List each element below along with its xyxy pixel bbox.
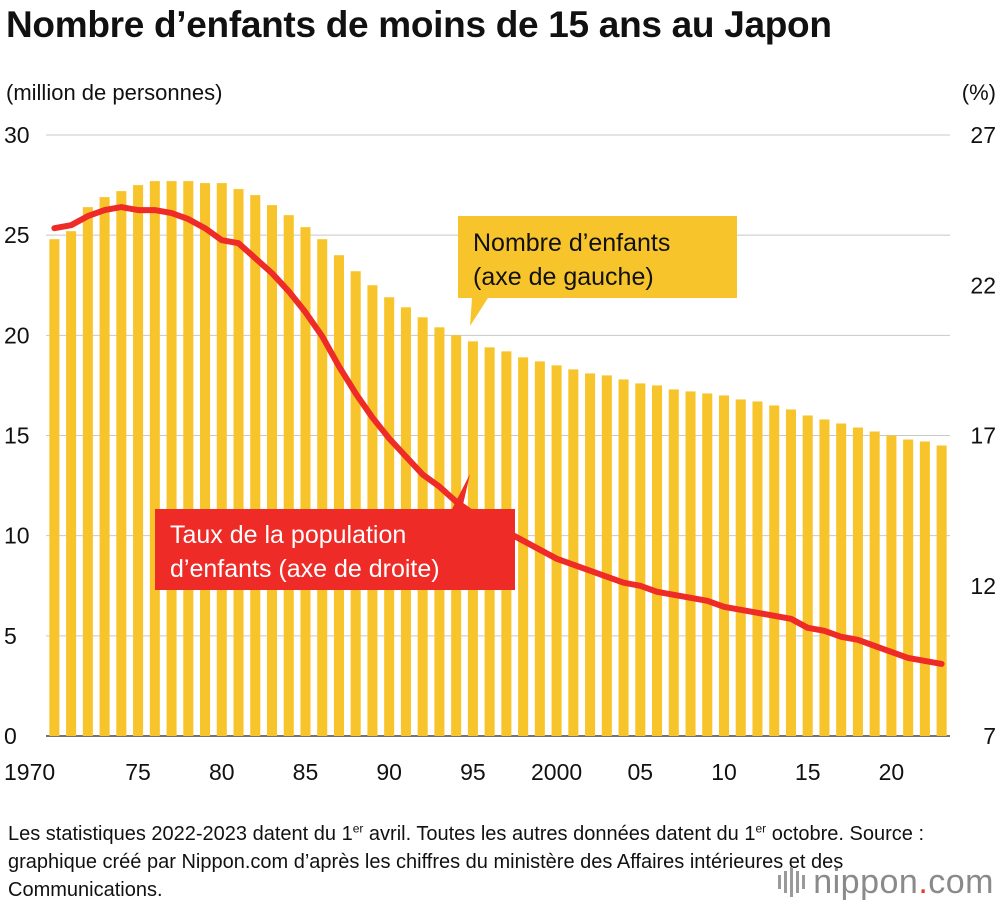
- line-series-callout: Taux de la population d’enfants (axe de …: [155, 474, 515, 590]
- bar-2007: [668, 389, 679, 736]
- bar-1983: [266, 205, 278, 736]
- bar-1981: [233, 189, 244, 737]
- right-tick-label: 27: [970, 122, 996, 148]
- x-tick-label: 90: [376, 759, 402, 785]
- footnote: Les statistiques 2022-2023 datent du 1er…: [8, 820, 968, 904]
- x-tick-label: 15: [795, 759, 821, 785]
- left-tick-label: 10: [4, 523, 30, 549]
- left-tick-label: 0: [4, 723, 17, 749]
- left-tick-label: 25: [4, 222, 30, 248]
- bar-1980: [216, 183, 227, 736]
- bar-2015: [802, 415, 813, 736]
- right-tick-label: 12: [970, 573, 996, 599]
- x-tick-label: 85: [293, 759, 319, 785]
- logo-wordmark: nippon.com: [813, 863, 994, 902]
- bar-2005: [635, 383, 646, 736]
- x-tick-label: 75: [125, 759, 151, 785]
- bar-1970: [49, 239, 60, 736]
- footnote-sup-2: er: [755, 821, 767, 836]
- logo-suffix: com: [928, 862, 994, 901]
- x-axis-ticks: 1970 75 80 85 90 95 2000 05 10 15 20: [4, 759, 904, 785]
- logo-name: nippon: [813, 862, 919, 901]
- left-tick-label: 5: [4, 623, 17, 649]
- bar-2001: [568, 369, 579, 736]
- bar-2011: [735, 399, 746, 736]
- bar-2004: [618, 379, 629, 736]
- left-axis-ticks: 0 5 10 15 20 25 30: [4, 122, 30, 749]
- bar-2022: [919, 441, 930, 736]
- bar-2000: [551, 365, 562, 736]
- right-tick-label: 7: [983, 723, 996, 749]
- left-tick-label: 20: [4, 322, 30, 348]
- logo-dot: .: [918, 862, 929, 901]
- bar-1978: [183, 181, 194, 736]
- bar-2008: [685, 391, 696, 736]
- x-tick-label: 20: [879, 759, 905, 785]
- bar-1971: [66, 231, 77, 736]
- right-axis-unit: (%): [961, 80, 996, 105]
- chart-title: Nombre d’enfants de moins de 15 ans au J…: [6, 4, 832, 45]
- bar-callout-line1: Nombre d’enfants: [473, 229, 670, 257]
- bar-2006: [652, 385, 663, 736]
- bar-1976: [149, 181, 160, 736]
- x-tick-label: 05: [627, 759, 653, 785]
- bar-2009: [702, 393, 713, 736]
- bar-1982: [250, 195, 261, 737]
- bar-2003: [601, 375, 612, 736]
- x-tick-label: 1970: [4, 759, 55, 785]
- bar-2019: [869, 431, 880, 736]
- x-tick-label: 95: [460, 759, 486, 785]
- soundwave-icon: [778, 867, 806, 897]
- bar-callout-line2: (axe de gauche): [473, 263, 654, 291]
- bar-series-callout: Nombre d’enfants (axe de gauche): [458, 216, 737, 326]
- bar-2021: [903, 439, 914, 736]
- bar-1998: [518, 357, 529, 736]
- nippon-logo: nippon.com: [778, 862, 994, 902]
- x-tick-label: 10: [711, 759, 737, 785]
- footnote-text-3: octobre. Source : graphique créé par Nip…: [8, 823, 925, 901]
- bar-2018: [852, 427, 863, 736]
- bar-1987: [333, 255, 344, 736]
- left-tick-label: 15: [4, 423, 30, 449]
- line-callout-line2: d’enfants (axe de droite): [170, 555, 440, 583]
- footnote-text-1: Les statistiques 2022-2023 datent du 1: [8, 823, 353, 845]
- bar-2014: [785, 409, 796, 736]
- left-axis-unit: (million de personnes): [6, 80, 223, 105]
- bar-2013: [769, 405, 780, 736]
- bar-1988: [350, 271, 361, 736]
- bar-1975: [133, 185, 144, 737]
- bar-2020: [886, 435, 897, 736]
- bar-2012: [752, 401, 763, 736]
- bar-1985: [300, 227, 311, 737]
- right-axis-ticks: 7 12 17 22 27: [970, 122, 996, 749]
- footnote-sup-1: er: [352, 821, 364, 836]
- bar-1973: [99, 197, 110, 736]
- bar-1979: [200, 183, 211, 736]
- right-tick-label: 17: [970, 423, 996, 449]
- x-tick-label: 80: [209, 759, 235, 785]
- bar-1972: [82, 207, 93, 736]
- footnote-text-2: avril. Toutes les autres données datent …: [363, 823, 756, 845]
- bar-2016: [819, 419, 830, 736]
- left-tick-label: 30: [4, 122, 30, 148]
- bar-1986: [317, 239, 328, 736]
- bar-2010: [718, 395, 730, 736]
- bar-1977: [166, 181, 177, 736]
- right-tick-label: 22: [970, 272, 996, 298]
- bar-1984: [283, 215, 294, 737]
- bar-2017: [836, 423, 847, 736]
- bar-1974: [116, 191, 127, 737]
- bar-2002: [585, 373, 596, 736]
- x-tick-label: 2000: [531, 759, 582, 785]
- line-callout-line1: Taux de la population: [170, 521, 406, 549]
- bar-2023: [936, 445, 947, 736]
